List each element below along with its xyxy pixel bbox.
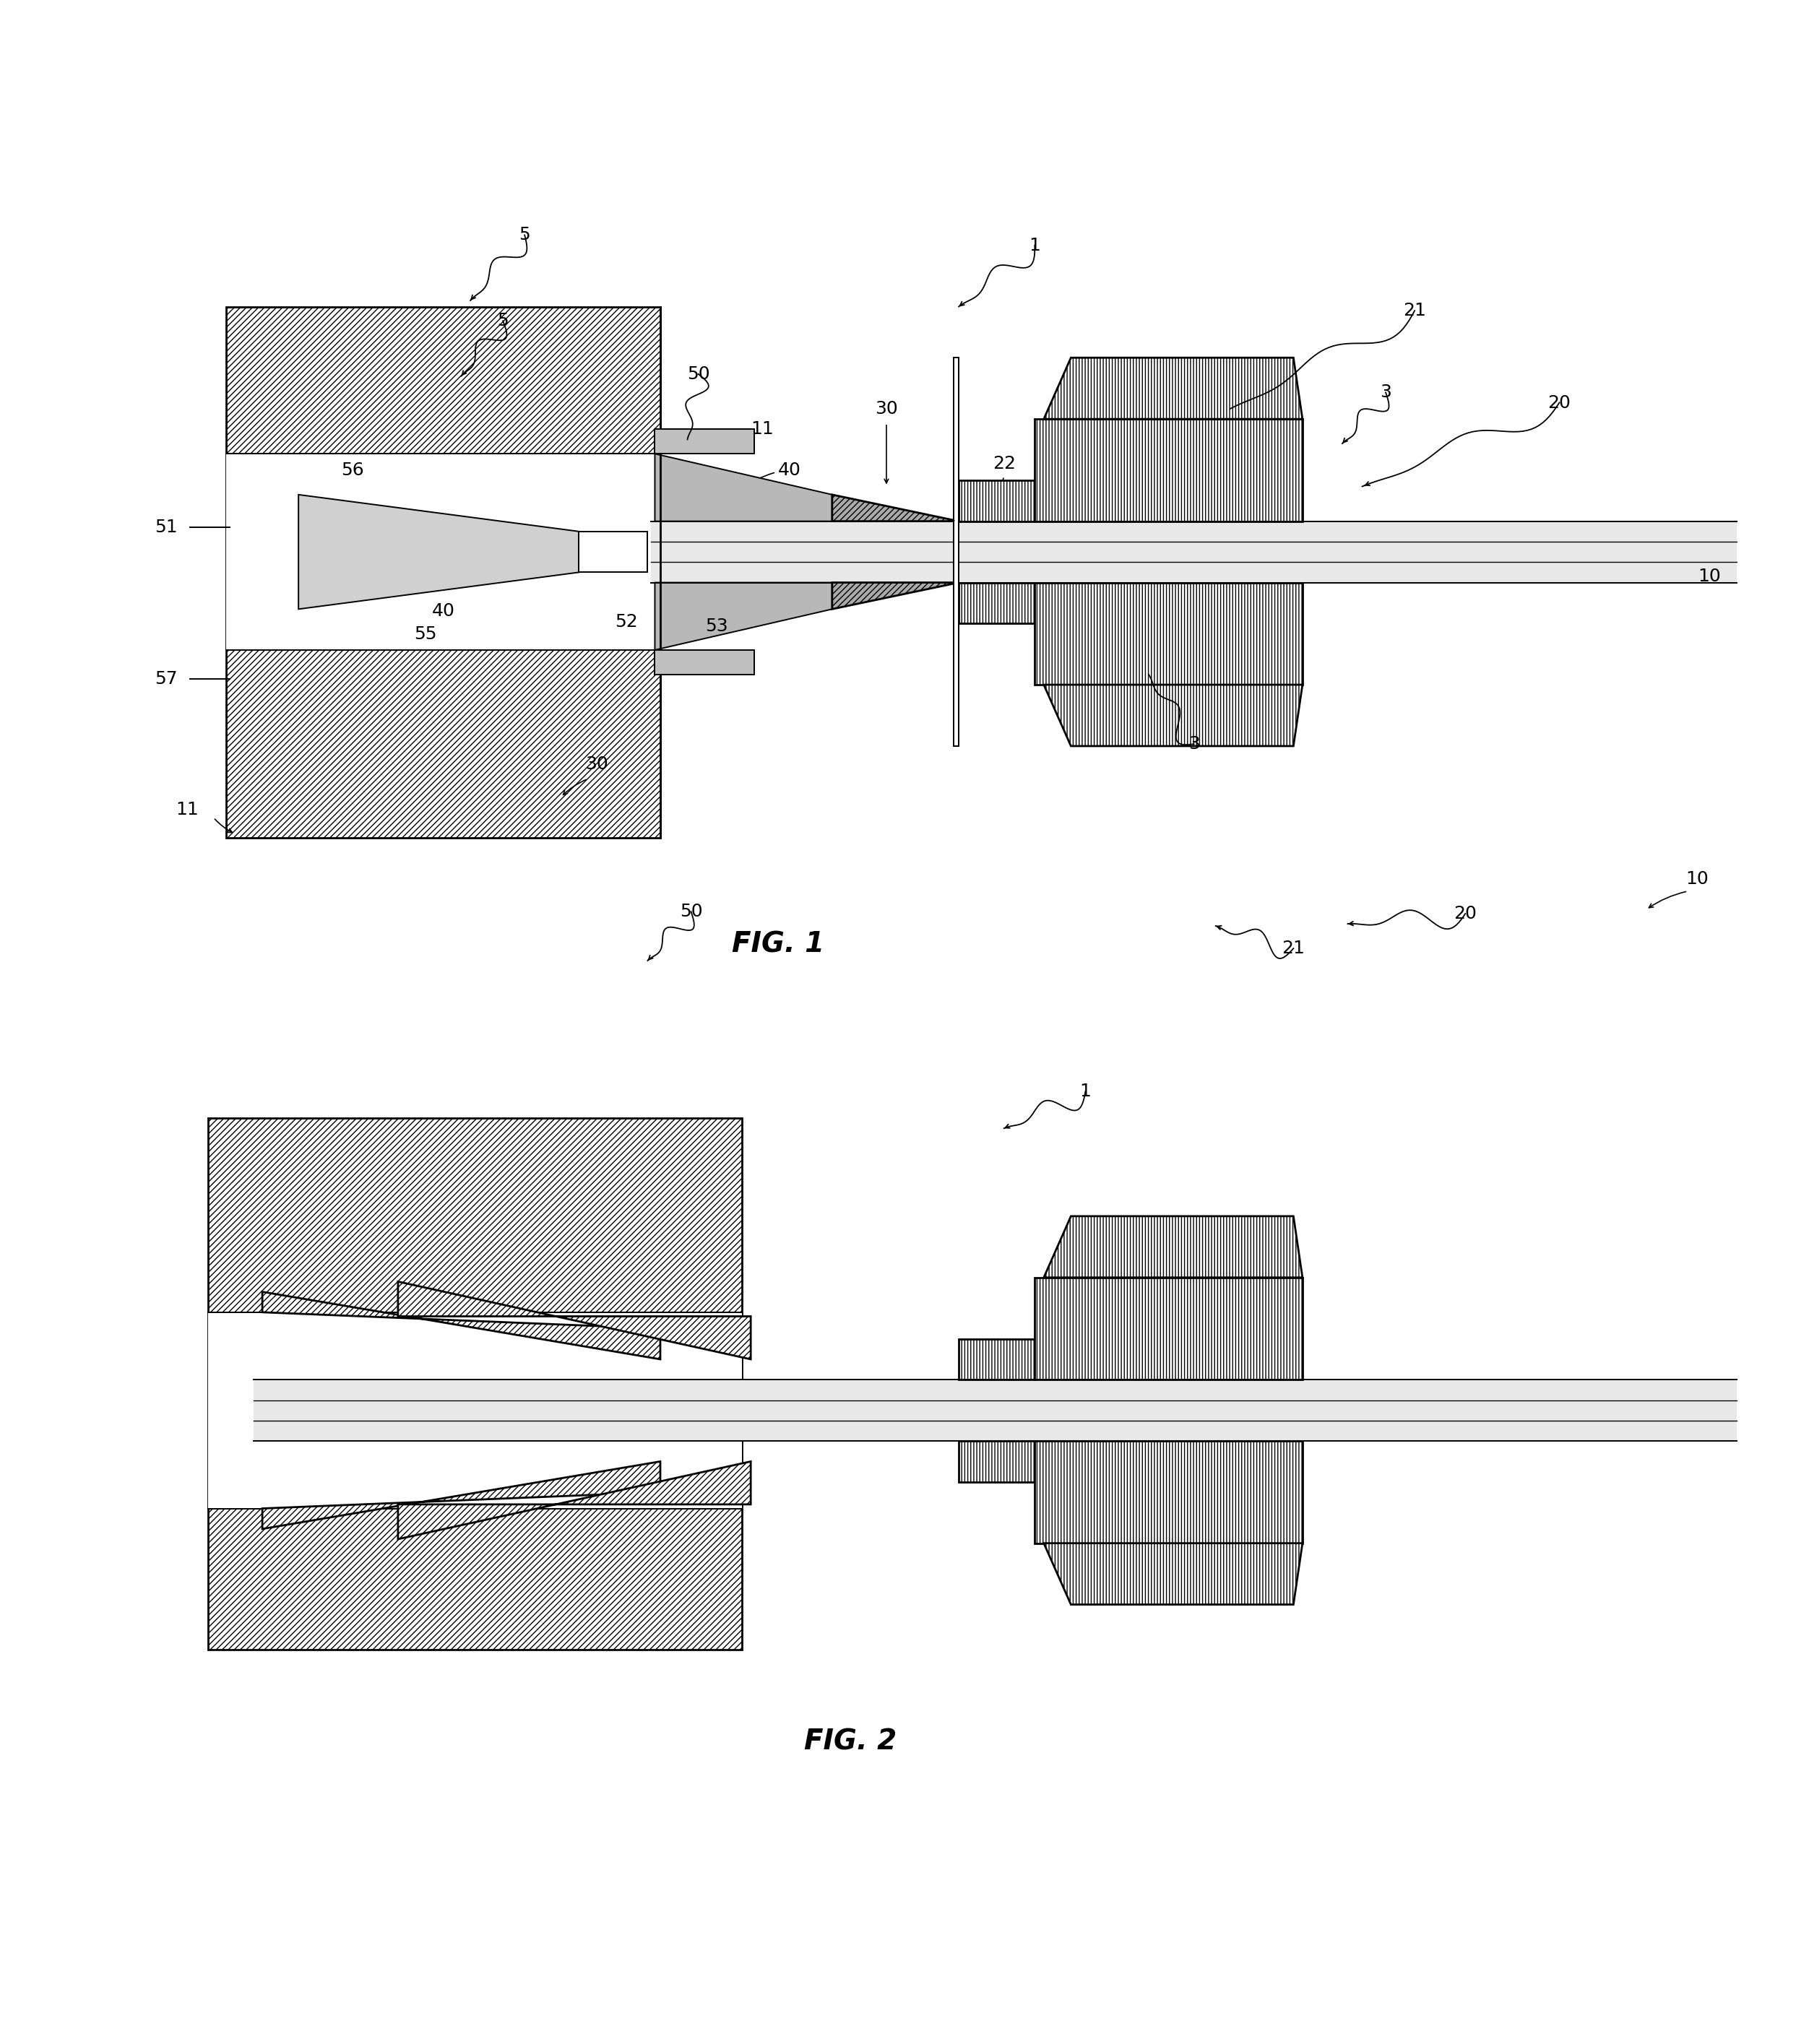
Polygon shape <box>262 1461 660 1529</box>
Polygon shape <box>1035 419 1302 521</box>
Text: 53: 53 <box>706 617 729 634</box>
Text: 11: 11 <box>175 801 199 818</box>
Text: 40: 40 <box>778 462 801 478</box>
Polygon shape <box>1044 685 1302 746</box>
Polygon shape <box>655 454 832 521</box>
Text: 30: 30 <box>586 756 608 773</box>
Text: 3: 3 <box>1189 736 1199 752</box>
Text: 52: 52 <box>615 613 639 630</box>
Text: 5: 5 <box>497 313 508 329</box>
Text: FIG. 2: FIG. 2 <box>803 1727 897 1756</box>
Text: 50: 50 <box>680 903 702 920</box>
Bar <box>226 307 660 838</box>
Text: 20: 20 <box>1549 394 1570 411</box>
Text: 21: 21 <box>1283 940 1304 957</box>
Polygon shape <box>298 495 579 609</box>
Polygon shape <box>959 480 1035 521</box>
Polygon shape <box>398 1461 751 1539</box>
Text: 56: 56 <box>342 462 364 478</box>
Text: 30: 30 <box>876 401 897 417</box>
Text: 55: 55 <box>414 625 436 642</box>
Text: 10: 10 <box>1686 871 1708 887</box>
Polygon shape <box>832 495 959 521</box>
Polygon shape <box>1044 1543 1302 1605</box>
Text: 1: 1 <box>1080 1083 1091 1100</box>
Polygon shape <box>1044 358 1302 419</box>
Polygon shape <box>959 583 1035 623</box>
Text: 22: 22 <box>993 456 1015 472</box>
Text: 21: 21 <box>1404 303 1425 319</box>
Text: 50: 50 <box>687 366 709 382</box>
Polygon shape <box>1035 1278 1302 1380</box>
Polygon shape <box>398 1282 751 1359</box>
Bar <box>651 521 1737 583</box>
Bar <box>579 531 648 572</box>
Polygon shape <box>832 583 959 609</box>
Bar <box>208 1312 742 1508</box>
Polygon shape <box>655 583 832 650</box>
Text: FIG. 1: FIG. 1 <box>731 930 825 959</box>
Bar <box>208 1118 742 1650</box>
Text: 10: 10 <box>1699 568 1720 585</box>
Text: 11: 11 <box>751 421 774 437</box>
Bar <box>655 650 754 675</box>
Bar <box>253 1380 1737 1441</box>
Text: 1: 1 <box>1029 237 1040 253</box>
Bar <box>953 358 959 746</box>
Bar <box>226 454 660 650</box>
Polygon shape <box>262 1292 660 1359</box>
Text: 3: 3 <box>1380 384 1391 401</box>
Polygon shape <box>959 1441 1035 1482</box>
Text: 51: 51 <box>154 519 177 536</box>
Polygon shape <box>959 1339 1035 1380</box>
Polygon shape <box>1044 1216 1302 1278</box>
Bar <box>655 429 754 454</box>
Polygon shape <box>1035 1441 1302 1543</box>
Bar <box>208 1118 742 1650</box>
Bar <box>226 307 660 838</box>
Text: 5: 5 <box>519 227 530 243</box>
Polygon shape <box>1035 583 1302 685</box>
Text: 40: 40 <box>432 603 454 619</box>
Text: 20: 20 <box>1454 905 1476 922</box>
Text: 57: 57 <box>154 670 177 687</box>
